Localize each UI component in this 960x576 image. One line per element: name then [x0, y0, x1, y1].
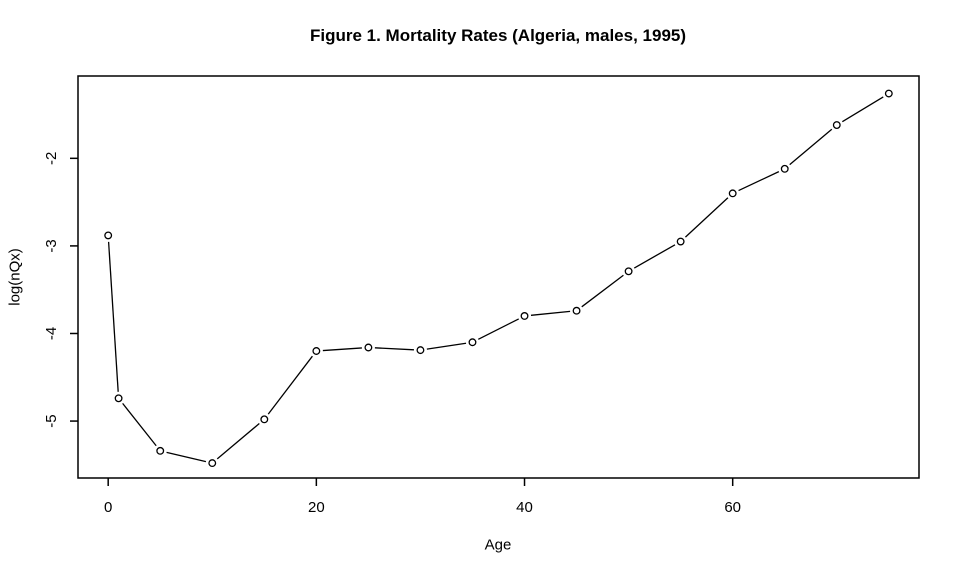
data-line-segment [684, 197, 729, 238]
data-point [676, 237, 685, 246]
data-point [520, 312, 529, 320]
data-line-segment [738, 171, 780, 192]
chart-title: Figure 1. Mortality Rates (Algeria, male… [309, 26, 687, 45]
data-point [364, 343, 373, 352]
y-tick-label: -3 [43, 239, 60, 252]
data-point [156, 446, 165, 455]
data-point [114, 394, 123, 403]
data-point [208, 459, 217, 468]
x-axis-label: Age [484, 536, 512, 554]
data-line-segment [581, 274, 624, 308]
data-point [468, 338, 477, 347]
data-line-segment [166, 451, 207, 463]
data-point [260, 415, 269, 424]
x-tick-label: 60 [724, 499, 741, 516]
x-tick-label: 0 [104, 499, 112, 516]
data-point [104, 231, 113, 240]
y-tick-label: -2 [43, 152, 60, 165]
x-tick-label: 20 [308, 499, 325, 516]
data-line-segment [530, 310, 571, 316]
y-tick-label: -4 [43, 327, 60, 340]
data-line-segment [477, 318, 520, 340]
data-line-segment [216, 423, 260, 460]
data-line-segment [841, 96, 884, 123]
y-tick-label: -5 [43, 414, 60, 427]
data-point [832, 121, 841, 129]
data-line-segment [107, 241, 119, 392]
data-line-segment [374, 347, 414, 351]
data-point [780, 164, 789, 173]
x-tick-label: 40 [516, 499, 533, 516]
data-point [884, 89, 893, 98]
plot-box [77, 75, 920, 479]
data-line-segment [322, 347, 362, 352]
data-point [416, 346, 425, 355]
data-point [624, 267, 633, 276]
data-point [572, 306, 581, 315]
data-line-segment [426, 342, 467, 350]
data-line-segment [633, 244, 676, 269]
data-point [312, 347, 321, 355]
data-line-segment [789, 128, 833, 166]
data-point [728, 189, 737, 198]
data-line-segment [122, 402, 157, 447]
data-line-segment [267, 355, 313, 415]
